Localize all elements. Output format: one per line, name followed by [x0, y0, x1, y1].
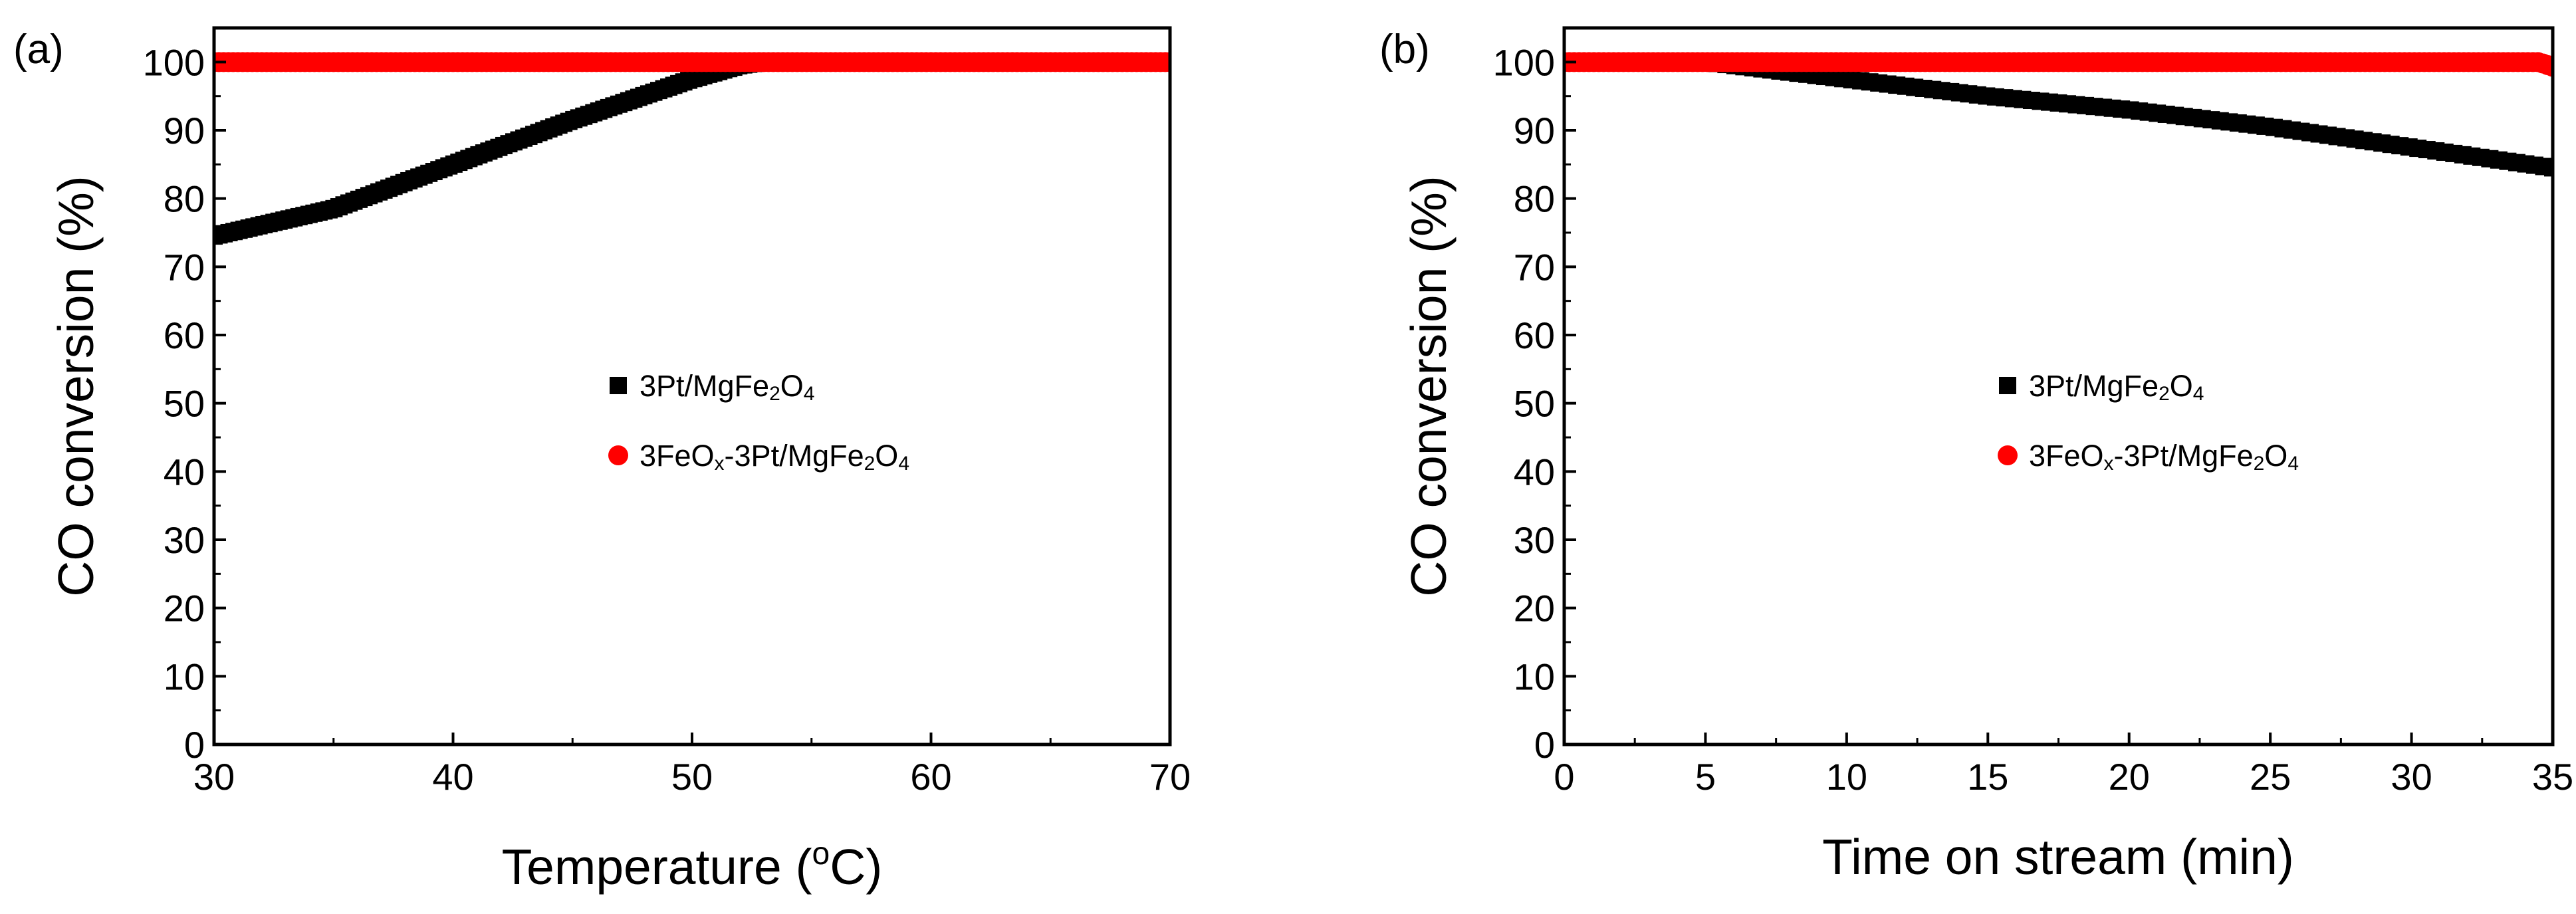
x-tick-label: 50: [671, 756, 713, 798]
x-tick-label: 35: [2532, 756, 2573, 798]
x-tick-label: 0: [1554, 756, 1574, 798]
y-tick-label: 80: [1514, 178, 1555, 220]
panel-a: (a) 30 40 50 60 70 0 10 20 30 40 50 60 70 80 90 100 CO …: [13, 26, 1191, 895]
y-tick-label: 0: [1534, 724, 1555, 766]
y-tick-label: 20: [1514, 588, 1555, 629]
x-tick-label: 60: [910, 756, 951, 798]
y-tick-label: 80: [164, 178, 205, 220]
panel-b-plot-area: [1564, 52, 2553, 177]
y-tick-label: 10: [1514, 655, 1555, 697]
panel-b-y-axis-label: CO conversion (%): [1401, 175, 1457, 597]
x-tick-label: 30: [2391, 756, 2432, 798]
legend-marker-circle: [608, 445, 628, 465]
panel-a-plot-area: [214, 52, 1170, 245]
panel-b-ticks: 0 5 10 15 20 25 30 35 0 10 20 30 40 50 60 70 80 90 100: [1493, 41, 2574, 798]
x-tick-label: 70: [1149, 756, 1191, 798]
x-tick-label: 10: [1826, 756, 1867, 798]
y-tick-label: 70: [164, 246, 205, 288]
y-tick-label: 20: [164, 588, 205, 629]
legend-marker-square: [1999, 377, 2016, 394]
y-tick-label: 70: [1514, 246, 1555, 288]
x-tick-label: 30: [193, 756, 235, 798]
panel-a-series-2: [214, 52, 1170, 72]
y-tick-label: 30: [164, 519, 205, 561]
y-tick-label: 50: [164, 383, 205, 425]
legend-label: 3Pt/MgFe2O4: [2029, 369, 2204, 405]
panel-b: (b) 0 5 10 15 20 25 30 35 0 10 20 30 40 50 60 70 80 90 100…: [1379, 26, 2574, 885]
data-point: [2544, 159, 2553, 177]
panel-a-x-axis-label: Temperature (oC): [502, 836, 883, 895]
y-tick-label: 0: [184, 724, 205, 766]
legend-label: 3Pt/MgFe2O4: [640, 369, 814, 405]
y-tick-label: 60: [1514, 314, 1555, 356]
y-tick-label: 90: [164, 110, 205, 152]
x-tick-label: 40: [432, 756, 473, 798]
y-tick-label: 60: [164, 314, 205, 356]
y-tick-label: 90: [1514, 110, 1555, 152]
legend-label: 3FeOx-3Pt/MgFe2O4: [640, 439, 909, 475]
legend-marker-circle: [1998, 445, 2018, 465]
legend-marker-square: [610, 377, 627, 394]
legend-label: 3FeOx-3Pt/MgFe2O4: [2029, 439, 2299, 475]
panel-b-x-axis-label: Time on stream (min): [1822, 829, 2294, 885]
panel-a-y-axis-label: CO conversion (%): [48, 175, 104, 597]
x-tick-label: 5: [1695, 756, 1716, 798]
y-tick-label: 10: [164, 655, 205, 697]
panel-a-legend: 3Pt/MgFe2O4 3FeOx-3Pt/MgFe2O4: [608, 369, 909, 475]
y-tick-label: 40: [164, 451, 205, 493]
x-tick-label: 20: [2109, 756, 2150, 798]
y-tick-label: 100: [143, 41, 205, 83]
y-tick-label: 100: [1493, 41, 1555, 83]
data-point: [1160, 52, 1170, 72]
data-point: [2543, 57, 2553, 77]
panel-b-label: (b): [1379, 27, 1430, 72]
y-tick-label: 50: [1514, 383, 1555, 425]
y-tick-label: 40: [1514, 451, 1555, 493]
x-tick-label: 25: [2250, 756, 2291, 798]
x-tick-label: 15: [1967, 756, 2008, 798]
y-tick-label: 30: [1514, 519, 1555, 561]
panel-a-ticks: 30 40 50 60 70 0 10 20 30 40 50 60 70 80 90 100: [143, 41, 1191, 798]
panel-a-series-1: [214, 53, 772, 245]
panel-a-label: (a): [13, 27, 64, 72]
panel-b-legend: 3Pt/MgFe2O4 3FeOx-3Pt/MgFe2O4: [1998, 369, 2299, 475]
panel-b-series-2: [1564, 52, 2553, 77]
